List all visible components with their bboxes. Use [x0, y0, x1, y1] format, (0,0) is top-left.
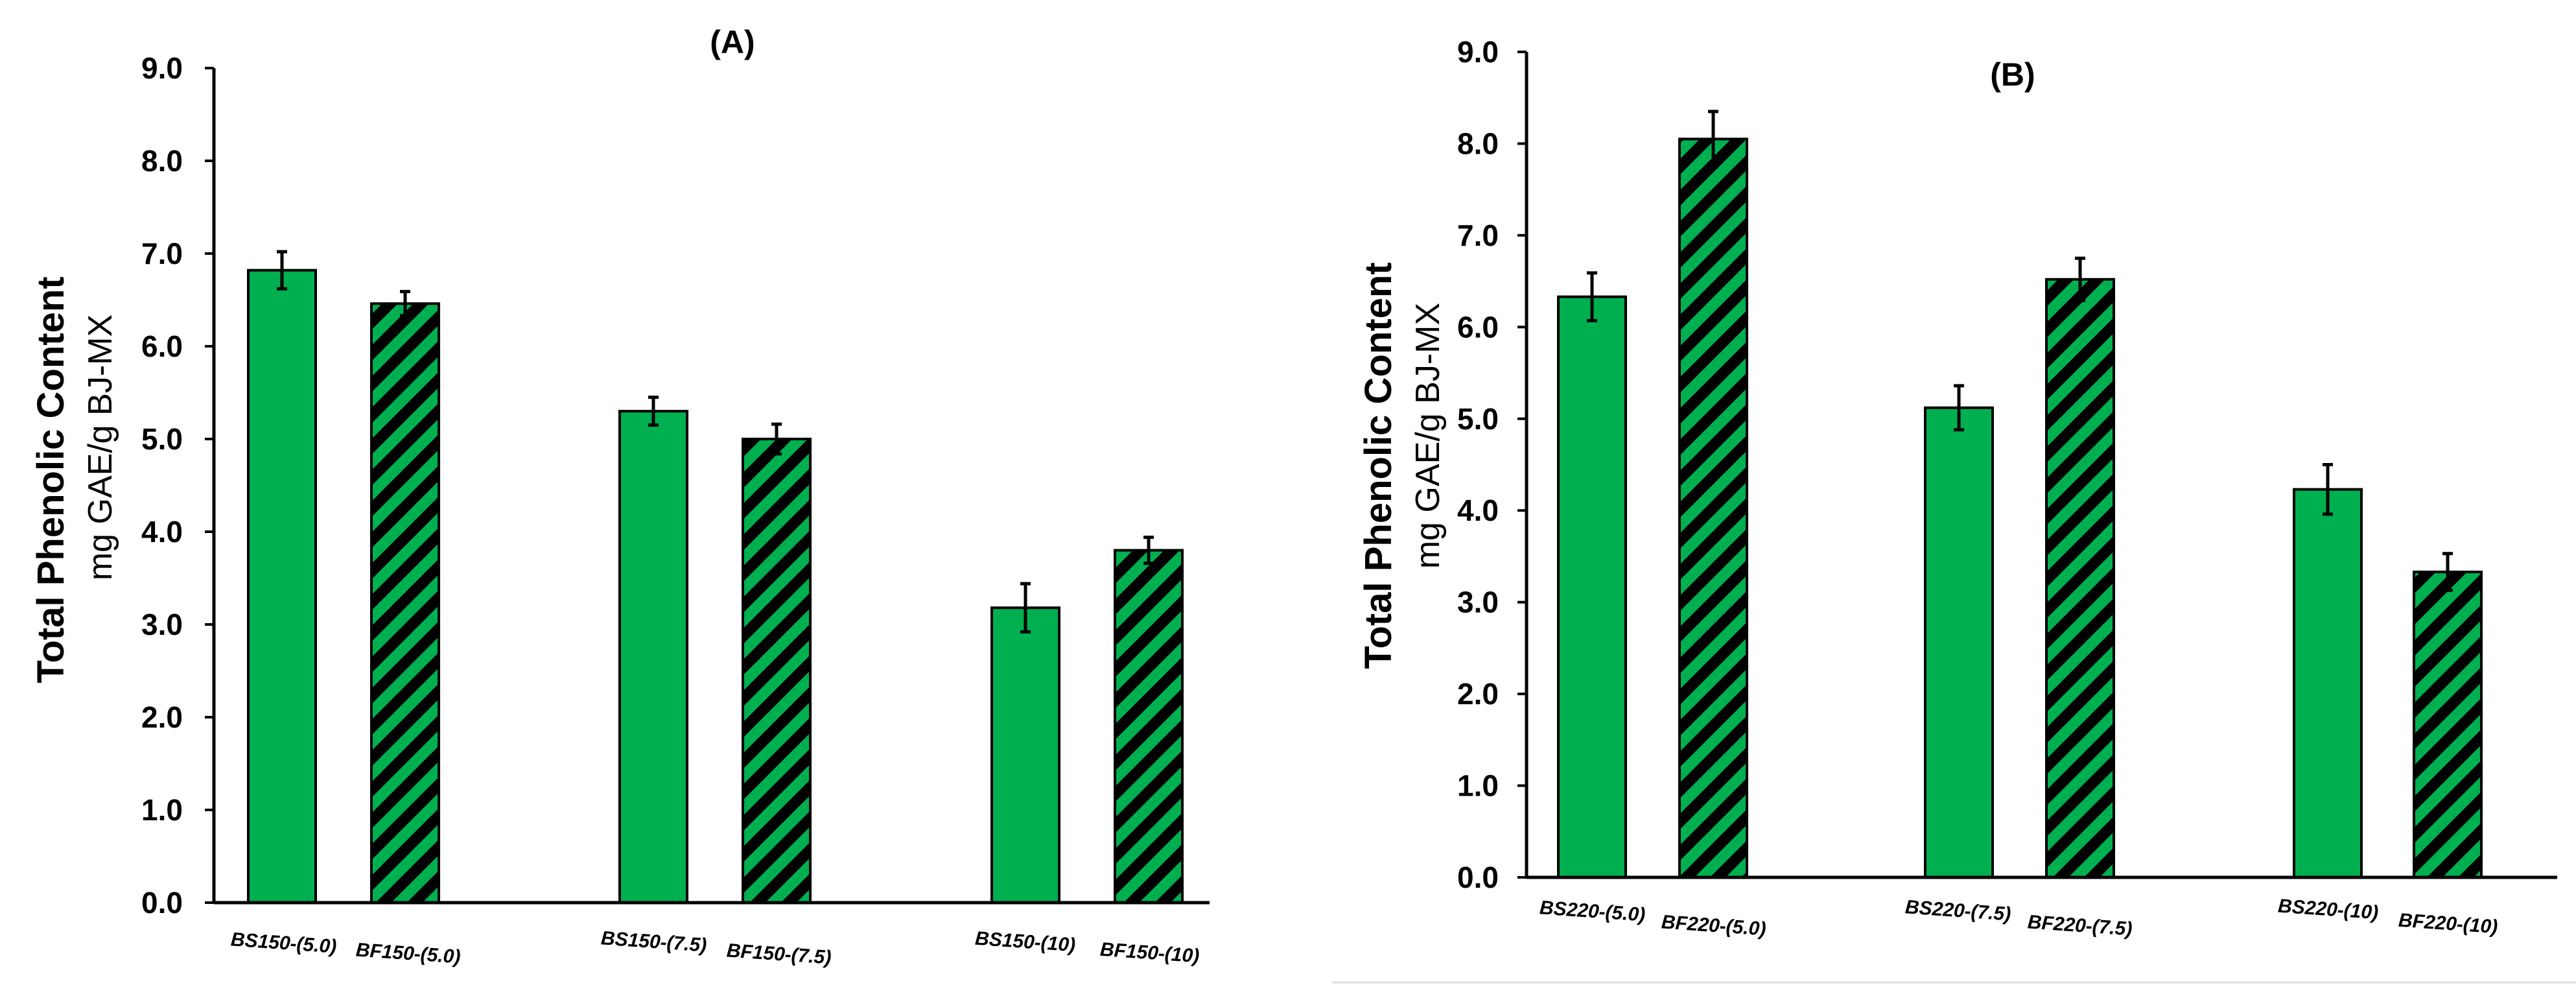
y-tick-label: 0.0 — [141, 886, 183, 920]
bar-bs220-7-5 — [1924, 406, 1994, 879]
y-axis-ticks: 0.0 1.0 2.0 3.0 4.0 5.0 6.0 7.0 8.0 9.0 — [141, 51, 214, 920]
y-tick-label: 9.0 — [1457, 35, 1499, 69]
bar-bf150-7-5 — [742, 438, 812, 904]
y-axis-ticks: 0.0 1.0 2.0 3.0 4.0 5.0 6.0 7.0 8.0 9.0 — [1457, 35, 1527, 894]
x-axis-ticks: BS150-(5.0) BF150-(5.0) BS150-(7.5) BF150-(… — [230, 927, 1200, 968]
chart-title: (A) — [710, 24, 755, 60]
y-tick-label: 1.0 — [1457, 769, 1499, 803]
y-axis-sublabel: mg GAE/g BJ-MX — [82, 314, 119, 580]
bar-bs150-7-5 — [618, 410, 688, 904]
axes — [1525, 52, 2557, 879]
y-tick-label: 5.0 — [141, 422, 183, 456]
bar-bs150-10 — [990, 606, 1060, 904]
y-tick-label: 1.0 — [141, 793, 183, 827]
x-tick-label: BS150-(7.5) — [600, 927, 707, 956]
x-tick-label: BS220-(5.0) — [1539, 897, 1646, 925]
y-tick-label: 7.0 — [141, 237, 183, 270]
x-axis-ticks: BS220-(5.0) BF220-(5.0) BS220-(7.5) BF220-(… — [1539, 896, 2498, 940]
y-tick-label: 4.0 — [1457, 493, 1499, 527]
y-tick-label: 2.0 — [1457, 677, 1499, 711]
y-axis-sublabel: mg GAE/g BJ-MX — [1409, 303, 1447, 569]
bar-bf150-10 — [1114, 549, 1184, 904]
chart-title: (B) — [1990, 56, 2035, 93]
chart-panel-a: (A) Total Phenolic Content mg GAE/g BJ-M… — [30, 24, 1210, 969]
x-tick-label: BS150-(10) — [974, 928, 1076, 956]
bar-bf220-10 — [2413, 570, 2483, 879]
y-tick-label: 8.0 — [1457, 126, 1499, 160]
bars — [1557, 137, 2483, 879]
x-tick-label: BS150-(5.0) — [230, 929, 337, 957]
x-tick-label: BF220-(10) — [2398, 910, 2498, 938]
y-axis-label: Total Phenolic Content — [30, 276, 72, 683]
y-tick-label: 6.0 — [141, 329, 183, 363]
axes — [212, 68, 1210, 905]
bar-bf220-7-5 — [2045, 278, 2115, 879]
bar-bs150-5-0 — [247, 268, 317, 904]
y-tick-label: 0.0 — [1457, 860, 1499, 894]
chart-panel-b: (B) Total Phenolic Content mg GAE/g BJ-M… — [1357, 35, 2557, 940]
x-tick-label: BF150-(10) — [1099, 939, 1200, 967]
y-tick-label: 3.0 — [141, 608, 183, 641]
y-tick-label: 3.0 — [1457, 586, 1499, 619]
y-tick-label: 2.0 — [141, 700, 183, 734]
y-tick-label: 9.0 — [141, 51, 183, 85]
x-tick-label: BF150-(7.5) — [726, 940, 832, 968]
y-tick-label: 8.0 — [141, 144, 183, 178]
bar-bf220-5-0 — [1678, 137, 1748, 879]
x-tick-label: BF220-(7.5) — [2027, 911, 2133, 940]
x-tick-label: BS220-(10) — [2277, 896, 2379, 924]
y-tick-label: 5.0 — [1457, 402, 1499, 436]
y-axis-label: Total Phenolic Content — [1357, 262, 1399, 669]
y-tick-label: 7.0 — [1457, 219, 1499, 252]
bar-bs220-10 — [2293, 488, 2363, 879]
bar-bs220-5-0 — [1557, 295, 1627, 879]
x-tick-label: BF150-(5.0) — [355, 939, 462, 967]
bars — [247, 268, 1184, 905]
error-bars — [277, 250, 1154, 634]
y-tick-label: 4.0 — [141, 515, 183, 549]
y-tick-label: 6.0 — [1457, 310, 1499, 344]
x-tick-label: BF220-(5.0) — [1661, 911, 1767, 940]
error-bars — [1587, 110, 2453, 592]
x-tick-label: BS220-(7.5) — [1904, 896, 2011, 925]
bar-bf150-5-0 — [370, 302, 440, 905]
